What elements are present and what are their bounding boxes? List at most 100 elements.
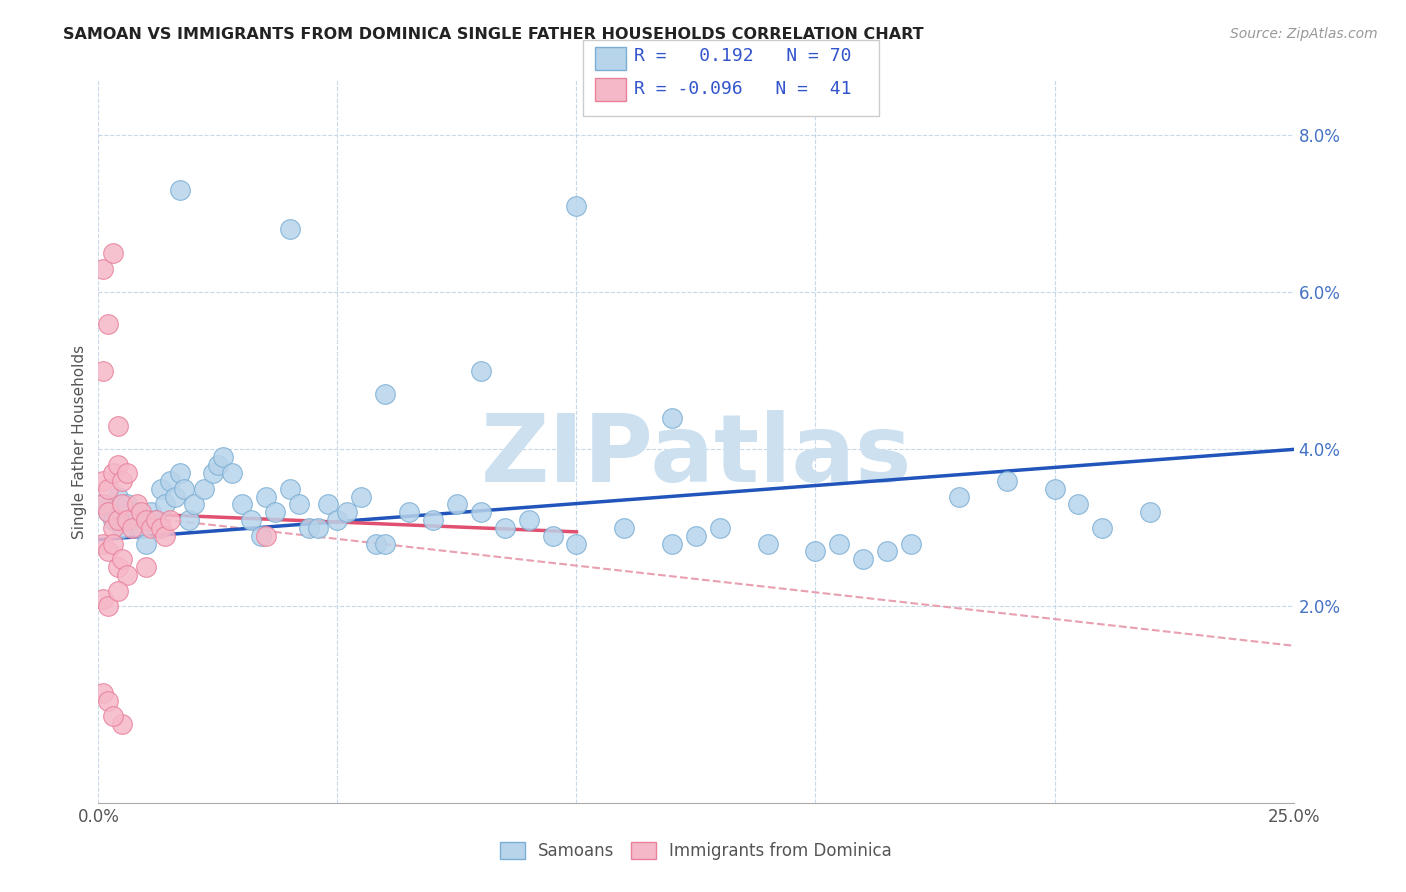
Point: [541, 529, 564, 543]
Point: [149, 521, 172, 535]
Point: [231, 497, 253, 511]
Point: [91, 497, 114, 511]
Point: [91, 686, 114, 700]
Point: [97, 317, 120, 331]
Point: [91, 536, 114, 550]
Point: [97, 482, 120, 496]
Point: [298, 521, 321, 535]
Point: [288, 497, 311, 511]
Point: [107, 583, 129, 598]
Point: [1091, 521, 1114, 535]
Point: [517, 513, 540, 527]
Point: [173, 482, 195, 496]
Point: [97, 505, 120, 519]
Point: [565, 536, 588, 550]
Point: [948, 490, 970, 504]
Point: [125, 497, 148, 511]
Y-axis label: Single Father Households: Single Father Households: [72, 344, 87, 539]
Point: [852, 552, 875, 566]
Point: [470, 505, 492, 519]
Point: [995, 474, 1018, 488]
Point: [101, 521, 124, 535]
Point: [202, 466, 225, 480]
Point: [101, 466, 124, 480]
Point: [107, 560, 129, 574]
Point: [107, 490, 129, 504]
Point: [97, 505, 120, 519]
Text: SAMOAN VS IMMIGRANTS FROM DOMINICA SINGLE FATHER HOUSEHOLDS CORRELATION CHART: SAMOAN VS IMMIGRANTS FROM DOMINICA SINGL…: [63, 27, 924, 42]
Point: [107, 418, 129, 433]
Point: [91, 474, 114, 488]
Point: [101, 246, 124, 260]
Point: [111, 717, 134, 731]
Point: [374, 387, 396, 401]
Point: [183, 497, 205, 511]
Point: [422, 513, 444, 527]
Point: [565, 199, 588, 213]
Point: [107, 513, 129, 527]
Point: [125, 505, 148, 519]
Point: [661, 536, 683, 550]
Point: [115, 466, 138, 480]
Point: [91, 261, 114, 276]
Point: [336, 505, 359, 519]
Point: [131, 521, 153, 535]
Point: [121, 521, 143, 535]
Point: [350, 490, 373, 504]
Point: [250, 529, 273, 543]
Point: [111, 474, 134, 488]
Point: [159, 474, 181, 488]
Point: [240, 513, 263, 527]
Point: [221, 466, 243, 480]
Point: [828, 536, 851, 550]
Point: [446, 497, 468, 511]
Point: [1139, 505, 1161, 519]
Point: [211, 450, 233, 465]
Point: [804, 544, 827, 558]
Point: [1043, 482, 1066, 496]
Point: [135, 560, 157, 574]
Point: [169, 183, 191, 197]
Point: [101, 513, 124, 527]
Point: [179, 513, 201, 527]
Point: [135, 513, 157, 527]
Point: [364, 536, 387, 550]
Point: [111, 521, 134, 535]
Point: [115, 513, 138, 527]
Point: [149, 482, 172, 496]
Point: [155, 529, 177, 543]
Point: [278, 222, 301, 236]
Point: [278, 482, 301, 496]
Point: [101, 709, 124, 723]
Point: [139, 521, 162, 535]
Point: [316, 497, 339, 511]
Point: [374, 536, 396, 550]
Point: [193, 482, 215, 496]
Point: [1067, 497, 1090, 511]
Point: [254, 490, 277, 504]
Point: [139, 505, 162, 519]
Point: [121, 513, 143, 527]
Point: [111, 552, 134, 566]
Point: [254, 529, 277, 543]
Point: [307, 521, 329, 535]
Point: [131, 505, 153, 519]
Point: [756, 536, 779, 550]
Point: [613, 521, 636, 535]
Text: R = -0.096   N =  41: R = -0.096 N = 41: [634, 80, 852, 98]
Text: ZIPatlas: ZIPatlas: [481, 410, 911, 502]
Point: [145, 513, 167, 527]
Point: [207, 458, 229, 472]
Legend: Samoans, Immigrants from Dominica: Samoans, Immigrants from Dominica: [494, 835, 898, 867]
Point: [135, 536, 157, 550]
Point: [326, 513, 349, 527]
Text: Source: ZipAtlas.com: Source: ZipAtlas.com: [1230, 27, 1378, 41]
Point: [494, 521, 516, 535]
Point: [685, 529, 707, 543]
Point: [876, 544, 898, 558]
Point: [97, 694, 120, 708]
Point: [115, 568, 138, 582]
Point: [709, 521, 731, 535]
Point: [661, 411, 683, 425]
Point: [159, 513, 181, 527]
